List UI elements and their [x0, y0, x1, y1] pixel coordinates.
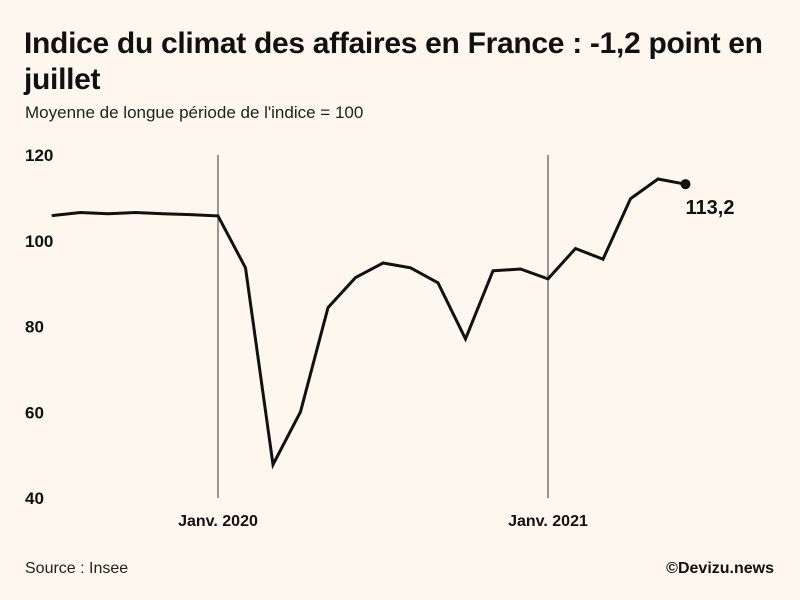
chart-title: Indice du climat des affaires en France … — [24, 27, 763, 96]
source-note: Source : Insee — [25, 560, 129, 577]
series-layer — [51, 177, 691, 470]
series-line — [51, 177, 687, 470]
y-axis: 120 100 80 60 40 — [25, 146, 53, 508]
last-value-label: 113,2 — [686, 197, 735, 219]
credit: ©Devizu.news — [666, 560, 774, 577]
y-tick-label: 80 — [25, 318, 44, 337]
x-reference-lines: Janv. 2020 Janv. 2021 — [178, 155, 588, 530]
y-tick-label: 100 — [25, 232, 53, 251]
chart-subtitle: Moyenne de longue période de l'indice = … — [25, 103, 364, 122]
data-labels: 113,2 — [686, 197, 735, 219]
last-point-marker — [680, 179, 691, 190]
x-tick-label: Janv. 2021 — [508, 513, 588, 530]
y-tick-label: 120 — [25, 146, 53, 165]
y-tick-label: 60 — [25, 403, 44, 422]
x-tick-label: Janv. 2020 — [178, 513, 258, 530]
y-tick-label: 40 — [25, 489, 44, 508]
